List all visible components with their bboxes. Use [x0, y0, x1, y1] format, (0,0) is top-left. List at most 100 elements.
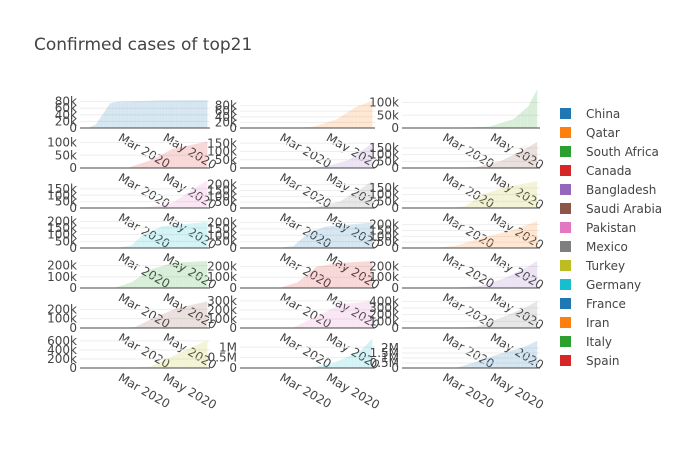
bar — [474, 326, 475, 328]
bar — [357, 223, 359, 248]
bar — [127, 283, 129, 288]
bar — [205, 141, 207, 168]
bar — [326, 264, 328, 288]
bar — [103, 113, 104, 128]
bar — [313, 317, 315, 328]
bar — [344, 262, 346, 288]
legend-item[interactable]: Saudi Arabia — [560, 202, 662, 216]
bar — [527, 183, 528, 208]
bar — [370, 143, 372, 168]
bar — [342, 115, 344, 128]
bar — [477, 361, 478, 368]
bar — [515, 185, 517, 208]
bar — [367, 146, 368, 168]
legend-item[interactable]: South Africa — [560, 145, 659, 159]
bar — [164, 153, 165, 168]
bar — [147, 366, 149, 368]
bar — [471, 326, 473, 328]
bar — [519, 113, 521, 128]
bar — [316, 125, 318, 128]
legend-item[interactable]: Canada — [560, 164, 632, 178]
bar — [175, 200, 177, 208]
bar — [357, 261, 359, 288]
bar — [492, 356, 494, 368]
bar — [321, 227, 322, 248]
legend-item[interactable]: Turkey — [560, 259, 625, 273]
bar — [492, 163, 493, 168]
bar — [528, 344, 530, 368]
bar — [174, 309, 176, 328]
bar — [526, 107, 528, 128]
bar — [304, 276, 306, 288]
bar — [329, 203, 331, 208]
bar — [175, 148, 176, 168]
bar — [491, 282, 493, 288]
bar — [166, 100, 167, 128]
bar — [495, 234, 497, 248]
bar — [363, 223, 364, 248]
bar — [473, 286, 475, 288]
bar — [199, 343, 201, 368]
bar — [189, 261, 190, 288]
bar — [351, 262, 352, 288]
legend-item[interactable]: Italy — [560, 335, 612, 349]
bar — [161, 100, 163, 128]
legend-item[interactable]: Germany — [560, 278, 641, 292]
bar — [203, 261, 205, 288]
legend-item[interactable]: Spain — [560, 354, 620, 368]
bar — [480, 126, 482, 128]
bar — [342, 358, 344, 368]
bar — [164, 360, 165, 368]
legend-item[interactable]: China — [560, 107, 620, 121]
y-tick-label: 150k — [369, 141, 399, 155]
legend-item[interactable]: Pakistan — [560, 221, 636, 235]
bar — [194, 188, 195, 208]
bar — [498, 161, 500, 168]
bar — [192, 346, 193, 368]
bar — [183, 262, 184, 288]
bar — [325, 265, 326, 288]
bar — [342, 304, 344, 328]
bar — [154, 229, 156, 248]
bar — [335, 225, 337, 248]
bar — [514, 153, 516, 168]
legend-item[interactable]: Qatar — [560, 126, 620, 140]
legend-item[interactable]: Mexico — [560, 240, 628, 254]
bar — [301, 323, 303, 328]
bar — [521, 150, 523, 168]
bar — [495, 281, 496, 288]
bar — [341, 359, 343, 368]
bar — [179, 100, 181, 128]
bar — [126, 101, 128, 128]
bar — [194, 261, 196, 288]
bar — [334, 306, 336, 328]
legend-item[interactable]: Bangladesh — [560, 183, 656, 197]
legend[interactable]: China Qatar South Africa Canada Bangladesh Sa… — [560, 107, 662, 368]
bar — [336, 306, 338, 328]
x-tick-label: Mar 2020 — [440, 250, 496, 291]
bar — [331, 226, 332, 248]
bar — [347, 112, 348, 128]
bar — [200, 302, 201, 328]
bar — [346, 262, 348, 288]
bar — [125, 284, 127, 288]
bar — [444, 246, 446, 248]
bar — [322, 313, 323, 328]
bar — [320, 228, 322, 248]
bar — [464, 365, 465, 368]
bar — [320, 365, 322, 368]
bar — [344, 304, 345, 328]
legend-item[interactable]: Iran — [560, 316, 609, 330]
legend-item[interactable]: France — [560, 297, 626, 311]
bar — [513, 312, 514, 328]
bar — [503, 159, 504, 168]
bar — [341, 262, 342, 288]
bar — [288, 285, 290, 288]
bar — [285, 285, 287, 288]
bar — [131, 245, 132, 248]
bar — [353, 302, 354, 328]
bar — [161, 265, 163, 288]
bar — [496, 162, 498, 168]
bar — [471, 286, 473, 288]
bar — [486, 322, 488, 328]
